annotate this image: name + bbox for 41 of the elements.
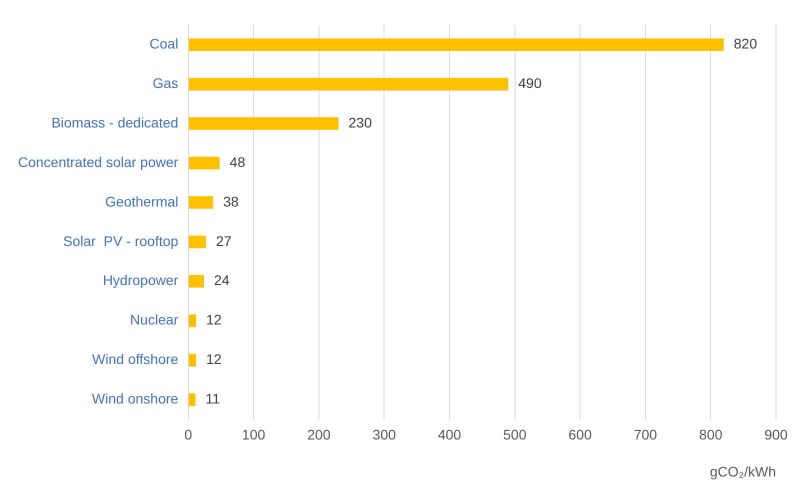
y-tick-label: Gas — [152, 75, 178, 92]
bar — [188, 236, 206, 248]
data-label: 48 — [230, 154, 246, 170]
x-tick-label: 200 — [307, 426, 331, 443]
x-tick-label: 800 — [699, 426, 723, 443]
bar — [188, 354, 196, 367]
y-tick-label: Biomass - dedicated — [51, 114, 178, 130]
x-tick-label: 300 — [372, 426, 396, 443]
x-tick-label: 0 — [184, 426, 192, 443]
bar — [188, 117, 338, 130]
y-tick-label: Concentrated solar power — [18, 154, 179, 170]
bar — [188, 78, 508, 90]
y-tick-label: Geothermal — [105, 193, 178, 210]
bar — [188, 196, 214, 209]
y-tick-label: Hydropower — [102, 272, 179, 288]
data-label: 820 — [734, 36, 758, 52]
bar — [188, 275, 204, 288]
data-label: 490 — [518, 75, 542, 92]
y-tick-label: Wind offshore — [92, 351, 179, 368]
x-tick-label: 700 — [634, 426, 658, 443]
y-tick-label: Nuclear — [130, 312, 179, 328]
x-tick-label: 500 — [503, 426, 527, 443]
data-label: 12 — [206, 312, 222, 328]
data-label: 230 — [348, 114, 372, 130]
x-tick-label: 100 — [242, 426, 266, 443]
bar — [188, 38, 724, 52]
x-tick-label: 900 — [764, 426, 788, 443]
x-tick-label: 400 — [438, 426, 462, 443]
x-axis-title: gCO₂/kWh — [710, 463, 776, 480]
data-label: 27 — [216, 232, 232, 249]
y-tick-label: Wind onshore — [92, 390, 179, 407]
bar — [188, 393, 196, 406]
data-label: 38 — [223, 193, 239, 210]
data-label: 24 — [214, 272, 230, 288]
y-tick-label: Coal — [150, 36, 178, 52]
bar — [188, 314, 196, 328]
y-tick-label: Solar PV - rooftop — [63, 232, 179, 249]
data-label: 12 — [206, 351, 222, 368]
data-label: 11 — [205, 390, 220, 407]
bar — [188, 156, 220, 170]
x-tick-label: 600 — [568, 426, 592, 443]
